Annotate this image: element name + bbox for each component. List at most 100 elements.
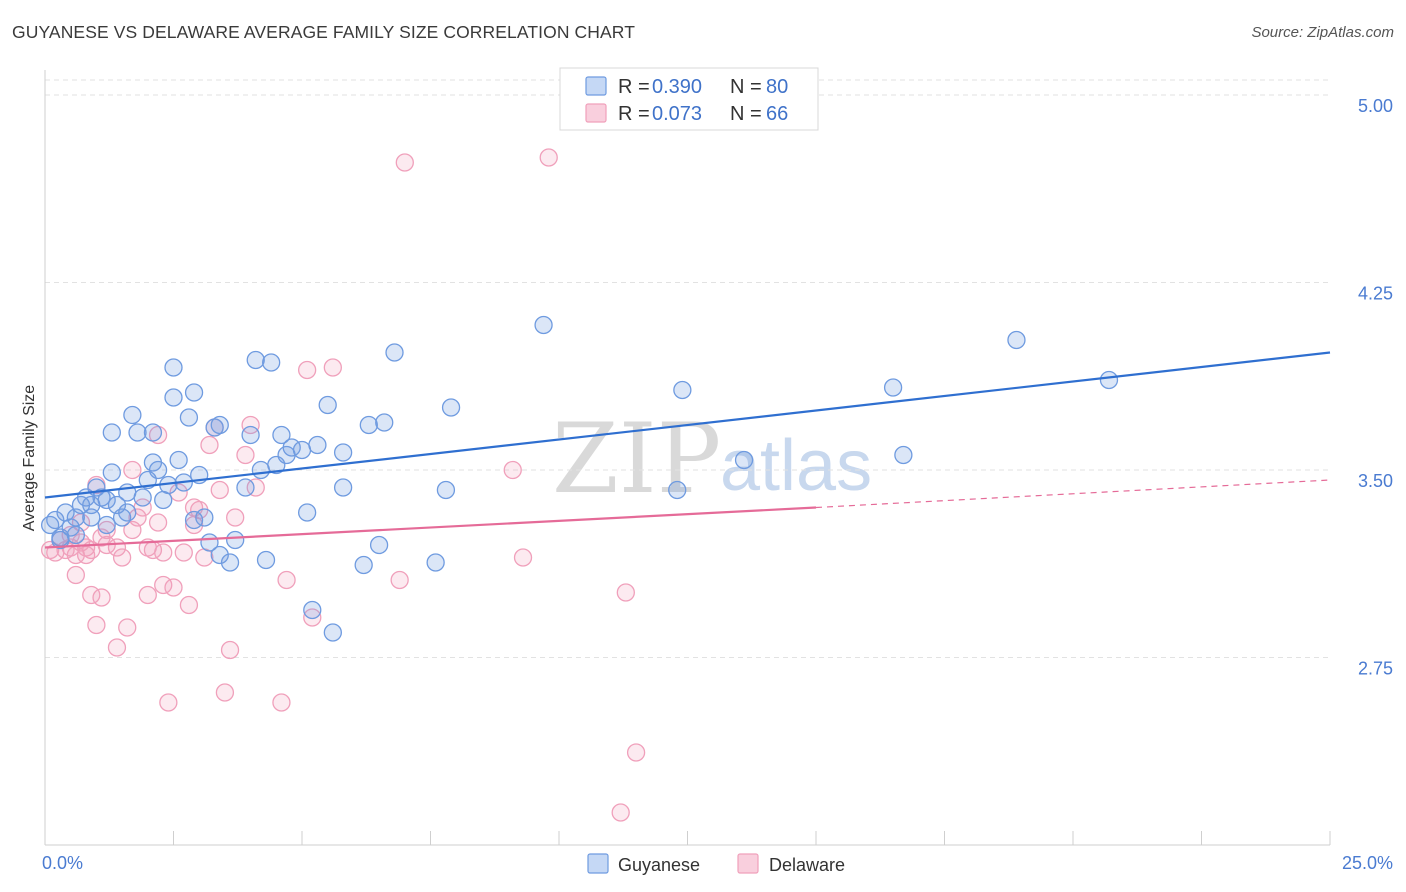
legend-n-value-guyanese: 80 <box>766 76 788 98</box>
guyanese-point <box>673 380 692 400</box>
delaware-trend-extension <box>815 479 1331 509</box>
delaware-point <box>66 565 85 585</box>
delaware-point <box>503 460 522 480</box>
legend-n-label-guyanese: N = <box>730 76 762 98</box>
guyanese-point <box>128 423 147 442</box>
bottom-legend-delaware: Delaware <box>769 855 845 875</box>
legend-r-label-delaware: R = <box>618 103 650 125</box>
guyanese-point <box>894 445 913 465</box>
guyanese-point <box>226 530 245 550</box>
guyanese-point <box>71 495 91 515</box>
guyanese-point <box>66 525 85 545</box>
delaware-point <box>323 358 342 377</box>
delaware-point <box>241 415 260 435</box>
delaware-point <box>118 618 137 637</box>
guyanese-point <box>184 510 204 530</box>
delaware-point <box>112 548 132 567</box>
guyanese-point <box>303 600 322 620</box>
guyanese-point <box>51 528 70 547</box>
guyanese-point <box>164 358 183 377</box>
guyanese-point <box>97 515 116 535</box>
guyanese-point <box>426 553 445 572</box>
delaware-point <box>123 460 142 480</box>
guyanese-point <box>210 415 229 435</box>
legend-r-value-guyanese: 0.390 <box>652 76 702 98</box>
delaware-point <box>611 803 630 822</box>
delaware-points <box>40 148 646 822</box>
bottom-legend-guyanese: Guyanese <box>618 855 700 875</box>
bottom-legend-swatch-delaware <box>737 853 759 874</box>
guyanese-point <box>246 350 265 370</box>
guyanese-point <box>148 460 168 480</box>
guyanese-point <box>82 508 101 527</box>
guyanese-point <box>210 545 229 565</box>
guyanese-point <box>241 425 260 445</box>
delaware-point <box>179 595 199 615</box>
legend-n-value-delaware: 66 <box>766 103 788 125</box>
guyanese-point <box>323 623 342 642</box>
y-tick-labels: 2.75 3.50 4.25 5.00 <box>1358 96 1393 679</box>
delaware-point <box>616 583 635 602</box>
watermark-zip: ZIP <box>552 403 721 515</box>
delaware-point <box>277 570 296 590</box>
watermark-atlas: atlas <box>720 426 872 506</box>
guyanese-point <box>308 435 327 455</box>
guyanese-point <box>333 478 353 497</box>
chart-title: GUYANESE VS DELAWARE AVERAGE FAMILY SIZE… <box>12 22 635 42</box>
delaware-point <box>390 570 409 590</box>
delaware-point <box>303 608 322 627</box>
guyanese-point <box>1007 330 1026 350</box>
guyanese-point <box>184 383 204 402</box>
delaware-point <box>92 588 111 607</box>
guyanese-point <box>169 450 188 470</box>
guyanese-point <box>441 398 461 417</box>
delaware-point <box>174 543 193 562</box>
legend-r-label-guyanese: R = <box>618 76 650 98</box>
delaware-point <box>297 360 317 380</box>
delaware-point <box>215 683 235 702</box>
guyanese-point <box>133 488 152 507</box>
y-axis-label: Average Family Size <box>21 385 38 532</box>
guyanese-point <box>143 423 163 442</box>
guyanese-point <box>272 425 291 445</box>
guyanese-point <box>534 315 553 335</box>
delaware-point <box>154 543 173 562</box>
guyanese-point <box>236 478 255 497</box>
legend-n-label-delaware: N = <box>730 103 762 125</box>
delaware-point <box>128 508 147 527</box>
delaware-point <box>97 520 116 540</box>
guyanese-point <box>354 555 373 575</box>
delaware-point <box>226 508 245 527</box>
x-tick-label-start: 0.0% <box>42 853 83 873</box>
delaware-point <box>395 153 414 172</box>
delaware-point <box>513 548 533 567</box>
delaware-point <box>539 148 558 167</box>
guyanese-point <box>40 515 60 535</box>
y-tick-label: 5.00 <box>1358 96 1393 116</box>
guyanese-point <box>179 408 199 427</box>
guyanese-point <box>318 395 337 415</box>
y-tick-label: 3.50 <box>1358 471 1393 491</box>
y-tick-label: 4.25 <box>1358 284 1393 304</box>
delaware-point <box>246 478 265 497</box>
series-legend: Guyanese Delaware <box>587 853 845 875</box>
guyanese-point <box>734 450 754 470</box>
delaware-point <box>164 578 183 597</box>
delaware-point <box>210 480 229 500</box>
guyanese-point <box>220 553 240 572</box>
gridlines <box>45 79 1330 658</box>
guyanese-points <box>40 315 1119 642</box>
guyanese-point <box>385 343 404 362</box>
legend-swatch-guyanese <box>585 76 607 96</box>
guyanese-point <box>256 550 276 570</box>
guyanese-point <box>112 508 132 527</box>
guyanese-point <box>102 463 121 482</box>
guyanese-point <box>118 503 137 522</box>
guyanese-point <box>123 405 142 425</box>
delaware-point <box>148 513 168 532</box>
correlation-legend: R = 0.390 N = 80 R = 0.073 N = 66 <box>559 67 819 131</box>
x-tick-labels: 0.0% 25.0% <box>42 853 1393 873</box>
trend-lines <box>44 351 1331 549</box>
delaware-point <box>200 435 219 455</box>
